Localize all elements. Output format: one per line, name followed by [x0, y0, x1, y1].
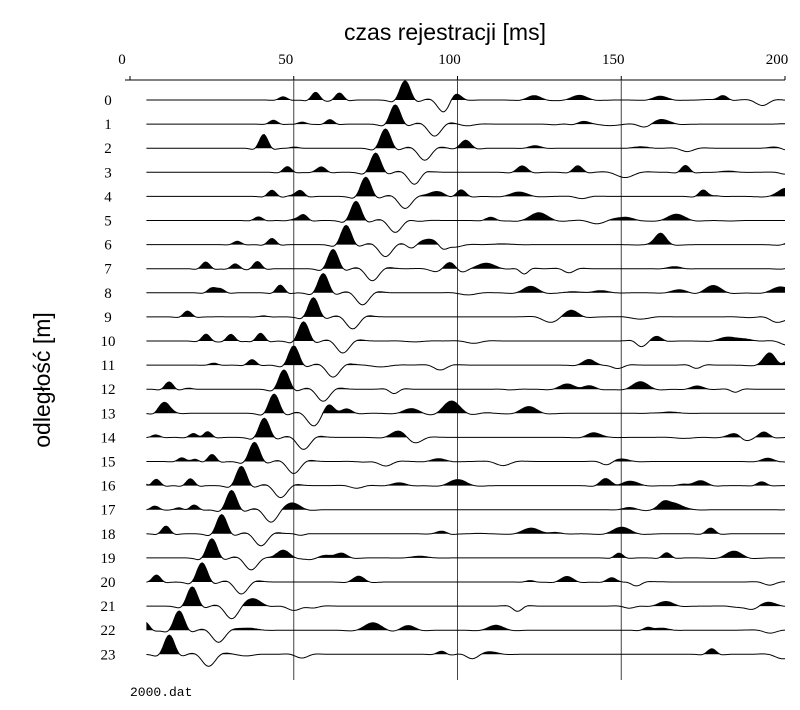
- y-tick-label: 4: [104, 189, 112, 205]
- trace: [146, 345, 786, 378]
- trace-fill: [146, 345, 785, 366]
- y-tick-label: 19: [101, 551, 116, 567]
- y-tick-label: 9: [104, 310, 112, 326]
- trace: [146, 465, 785, 499]
- trace: [146, 200, 785, 233]
- y-tick-label: 1: [104, 117, 112, 133]
- y-tick-label: 14: [101, 430, 117, 446]
- y-tick-label: 18: [101, 527, 116, 543]
- trace: [146, 538, 785, 571]
- trace: [146, 417, 786, 450]
- y-tick-label: 20: [101, 575, 116, 591]
- y-tick-label: 16: [101, 479, 117, 495]
- trace-fill: [146, 418, 785, 438]
- trace: [146, 634, 786, 667]
- trace-fill: [146, 297, 785, 317]
- trace: [146, 489, 786, 523]
- trace: [146, 176, 786, 210]
- y-tick-label: 23: [101, 647, 116, 663]
- y-tick-label: 11: [101, 358, 115, 374]
- trace: [146, 224, 786, 258]
- y-tick-label: 13: [101, 406, 116, 422]
- trace-fill: [146, 370, 785, 390]
- y-tick-label: 0: [104, 93, 112, 109]
- trace-fill: [146, 321, 785, 341]
- y-tick-label: 3: [104, 165, 112, 181]
- trace: [146, 152, 786, 185]
- y-tick-label: 10: [101, 334, 116, 350]
- y-tick-label: 17: [101, 503, 117, 519]
- trace: [146, 248, 786, 282]
- trace-fill: [146, 80, 785, 100]
- trace: [146, 514, 785, 547]
- trace-fill: [146, 129, 785, 149]
- trace: [146, 273, 786, 306]
- x-tick-label: 0: [118, 52, 126, 68]
- y-tick-label: 7: [104, 262, 112, 278]
- trace-fill: [146, 273, 785, 293]
- y-tick-label: 5: [104, 214, 112, 230]
- y-tick-label: 15: [101, 455, 116, 471]
- trace: [146, 80, 786, 113]
- trace-fill: [146, 538, 785, 558]
- y-tick-label: 8: [104, 286, 112, 302]
- x-tick-label: 200: [766, 52, 789, 68]
- trace: [146, 321, 786, 354]
- trace-fill: [146, 153, 785, 173]
- trace-fill: [146, 514, 785, 534]
- trace-fill: [146, 490, 785, 510]
- y-tick-label: 22: [101, 623, 116, 639]
- y-tick-label: 12: [101, 382, 116, 398]
- trace: [146, 441, 786, 475]
- trace-fill: [146, 201, 785, 221]
- trace-fill: [146, 225, 785, 245]
- trace-fill: [146, 394, 785, 414]
- footer: 2000.dat: [130, 685, 192, 700]
- trace: [146, 128, 786, 161]
- trace: [146, 393, 785, 427]
- trace-fill: [146, 442, 785, 462]
- y-tick-label: 6: [104, 238, 112, 254]
- trace-fill: [146, 177, 785, 197]
- trace-fill: [146, 249, 785, 269]
- trace: [146, 104, 786, 137]
- trace-fill: [146, 586, 785, 607]
- trace: [146, 562, 785, 595]
- trace-fill: [146, 562, 785, 582]
- trace-fill: [146, 104, 785, 125]
- trace-fill: [146, 466, 785, 486]
- trace: [146, 586, 786, 620]
- trace: [146, 297, 786, 330]
- trace-fill: [146, 635, 785, 655]
- x-tick-label: 100: [438, 52, 461, 68]
- x-tick-label: 150: [602, 52, 625, 68]
- x-tick-label: 50: [278, 52, 293, 68]
- y-tick-label: 21: [101, 599, 116, 615]
- y-axis-label: odległość [m]: [29, 312, 55, 448]
- trace: [146, 369, 785, 402]
- trace-fill: [146, 611, 785, 631]
- chart-title: czas rejestracji [ms]: [344, 19, 546, 45]
- trace: [146, 610, 786, 643]
- y-tick-label: 2: [104, 141, 112, 157]
